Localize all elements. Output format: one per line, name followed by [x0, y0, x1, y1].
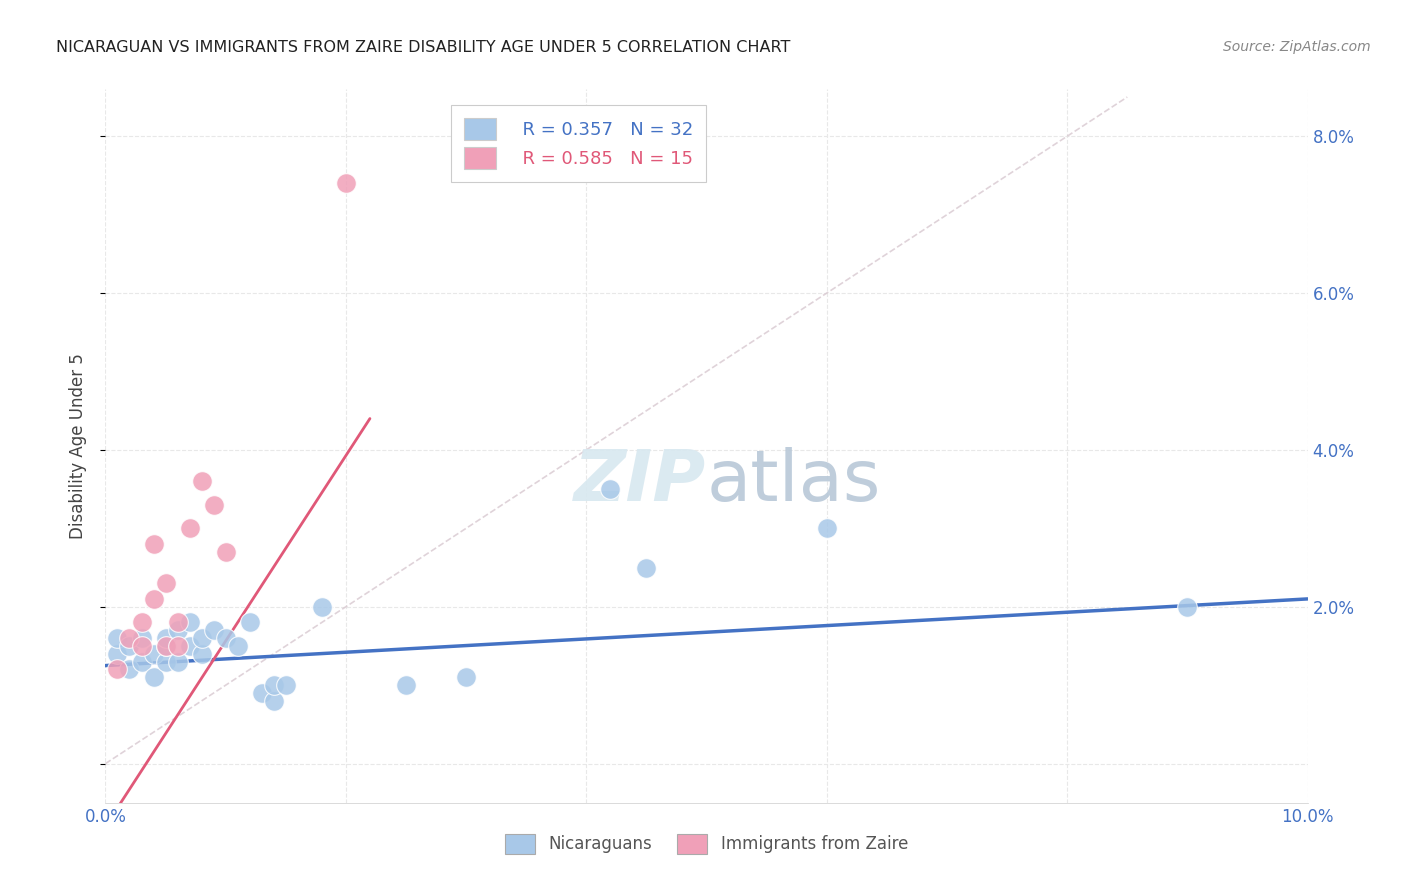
Point: [214, 545, 236, 559]
Point: [202, 498, 225, 512]
Point: [599, 482, 621, 496]
Point: [107, 631, 129, 645]
Legend: Nicaraguans, Immigrants from Zaire: Nicaraguans, Immigrants from Zaire: [496, 825, 917, 863]
Point: [454, 670, 477, 684]
Point: [239, 615, 262, 630]
Point: [155, 655, 177, 669]
Point: [118, 631, 141, 645]
Point: [155, 639, 177, 653]
Point: [179, 615, 201, 630]
Point: [190, 475, 212, 489]
Point: [131, 655, 153, 669]
Point: [155, 576, 177, 591]
Point: [166, 615, 188, 630]
Point: [118, 639, 141, 653]
Point: [107, 663, 129, 677]
Point: [155, 631, 177, 645]
Point: [166, 639, 188, 653]
Point: [274, 678, 297, 692]
Point: [226, 639, 249, 653]
Point: [179, 639, 201, 653]
Point: [131, 615, 153, 630]
Text: atlas: atlas: [707, 447, 882, 516]
Point: [263, 694, 285, 708]
Y-axis label: Disability Age Under 5: Disability Age Under 5: [69, 353, 87, 539]
Point: [636, 560, 658, 574]
Point: [202, 624, 225, 638]
Point: [142, 670, 165, 684]
Point: [395, 678, 418, 692]
Point: [179, 521, 201, 535]
Point: [142, 591, 165, 606]
Point: [1175, 599, 1198, 614]
Text: Source: ZipAtlas.com: Source: ZipAtlas.com: [1223, 40, 1371, 54]
Point: [166, 655, 188, 669]
Point: [815, 521, 838, 535]
Point: [214, 631, 236, 645]
Point: [118, 663, 141, 677]
Point: [166, 624, 188, 638]
Point: [190, 647, 212, 661]
Point: [142, 647, 165, 661]
Point: [190, 631, 212, 645]
Text: NICARAGUAN VS IMMIGRANTS FROM ZAIRE DISABILITY AGE UNDER 5 CORRELATION CHART: NICARAGUAN VS IMMIGRANTS FROM ZAIRE DISA…: [56, 40, 790, 55]
Point: [155, 639, 177, 653]
Text: ZIP: ZIP: [574, 447, 707, 516]
Point: [107, 647, 129, 661]
Point: [250, 686, 273, 700]
Point: [131, 631, 153, 645]
Point: [335, 176, 357, 190]
Point: [131, 639, 153, 653]
Point: [142, 537, 165, 551]
Point: [263, 678, 285, 692]
Point: [311, 599, 333, 614]
